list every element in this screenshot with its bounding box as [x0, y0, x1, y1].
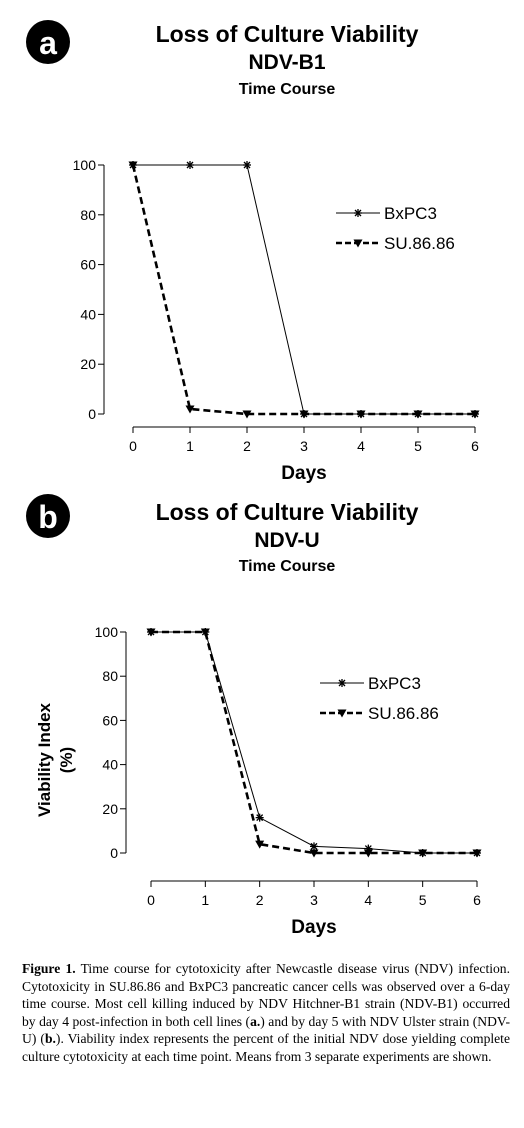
y-tick-label-20: 20 — [80, 356, 96, 372]
legend-marker-bxpc3-d2 — [338, 679, 346, 687]
caption-ref-b: b. — [44, 1031, 56, 1047]
figure-canvas: a Loss of Culture Viability NDV-B1 Time … — [26, 20, 482, 938]
panel-b-subtitle2: Time Course — [239, 558, 336, 575]
y-tick-label-80: 80 — [80, 207, 96, 223]
legend-marker-bxpc3 — [338, 679, 346, 687]
x-tick-label-4: 4 — [364, 892, 372, 908]
y-tick-label-0: 0 — [88, 406, 96, 422]
legend-label-su-86-86: SU.86.86 — [384, 234, 455, 253]
panel-a-badge — [26, 20, 70, 64]
x-tick-label-3: 3 — [310, 892, 318, 908]
x-tick-label-2: 2 — [243, 438, 251, 454]
point-su-86-86-day-5 — [413, 410, 423, 419]
panel-b-chart: 0 20 40 60 80 100 0 1 2 3 4 5 6 Days BxPC3 SU.86.86 — [95, 624, 482, 938]
point-su-86-86-day-2 — [255, 840, 265, 849]
panel-b-ylabel: Viability Index — [35, 702, 54, 817]
point-bxpc3-day-2 — [243, 161, 251, 169]
legend-marker-bxpc3-d2 — [354, 209, 362, 217]
y-tick-label-20: 20 — [102, 801, 118, 817]
y-tick-label-80: 80 — [102, 668, 118, 684]
x-tick-label-2: 2 — [256, 892, 264, 908]
legend-marker-bxpc3 — [354, 209, 362, 217]
legend-label-bxpc3: BxPC3 — [368, 674, 421, 693]
x-tick-label-6: 6 — [471, 438, 479, 454]
legend-label-su-86-86: SU.86.86 — [368, 704, 439, 723]
panel-a-chart: 0 20 40 60 80 100 0 1 2 3 4 5 6 Days BxPC3 SU.86.86 — [73, 157, 480, 484]
x-tick-label-5: 5 — [414, 438, 422, 454]
panel-b-letter: b — [38, 499, 58, 535]
x-tick-label-0: 0 — [147, 892, 155, 908]
panel-a-letter: a — [39, 25, 57, 61]
figure-caption: Figure 1. Time course for cytotoxicity a… — [22, 960, 510, 1066]
x-tick-label-4: 4 — [357, 438, 365, 454]
y-tick-label-40: 40 — [80, 306, 96, 322]
point-bxpc3-day-2-d2 — [243, 161, 251, 169]
series-line-bxpc3 — [151, 631, 477, 854]
point-su-86-86-day-1 — [185, 405, 195, 414]
x-tick-label-0: 0 — [129, 438, 137, 454]
panel-a-title: Loss of Culture Viability — [156, 21, 419, 47]
y-tick-label-40: 40 — [102, 757, 118, 773]
point-bxpc3-day-3 — [310, 842, 318, 851]
panel-a-subtitle: NDV-B1 — [248, 51, 325, 74]
caption-label: Figure 1. — [22, 961, 76, 976]
legend-marker-su-86-86 — [337, 709, 347, 718]
x-axis-label: Days — [281, 463, 326, 484]
point-su-86-86-day-1 — [200, 628, 210, 637]
caption-text: Time course for cytotoxicity after Newca… — [22, 961, 510, 1029]
panel-a-header: a Loss of Culture Viability NDV-B1 Time … — [26, 20, 419, 98]
point-bxpc3-day-3-d2 — [310, 842, 318, 850]
y-tick-label-0: 0 — [110, 845, 118, 861]
x-tick-label-5: 5 — [419, 892, 427, 908]
point-bxpc3-day-2-d2 — [256, 814, 264, 822]
x-tick-label-1: 1 — [201, 892, 209, 908]
point-su-86-86-day-6 — [470, 410, 480, 419]
point-su-86-86-day-0 — [146, 628, 156, 637]
point-bxpc3-day-1-d2 — [186, 161, 194, 169]
x-axis-label: Days — [291, 917, 336, 938]
series-line-su-86-86 — [131, 164, 475, 416]
point-su-86-86-day-3 — [309, 849, 319, 858]
point-su-86-86-day-5 — [418, 849, 428, 858]
y-tick-label-100: 100 — [95, 624, 119, 640]
x-tick-label-1: 1 — [186, 438, 194, 454]
panel-b-title: Loss of Culture Viability — [156, 499, 419, 525]
point-su-86-86-day-4 — [363, 849, 373, 858]
caption-ref-a: a. — [250, 1013, 261, 1029]
legend-marker-su-86-86 — [353, 239, 363, 248]
panel-b-subtitle: NDV-U — [254, 529, 319, 552]
y-tick-label-100: 100 — [73, 157, 97, 173]
caption-text-3: ). Viability index represents the percen… — [22, 1031, 510, 1064]
panel-a-subtitle2: Time Course — [239, 81, 336, 98]
y-tick-label-60: 60 — [102, 712, 118, 728]
x-tick-label-6: 6 — [473, 892, 481, 908]
series-line-bxpc3 — [133, 164, 475, 415]
point-bxpc3-day-1 — [186, 161, 194, 169]
panel-b-badge — [26, 494, 70, 538]
point-su-86-86-day-0 — [128, 161, 138, 170]
series-line-su-86-86 — [151, 630, 477, 855]
panel-b-ylabel-unit: (%) — [57, 747, 76, 773]
panel-b-header: b Loss of Culture Viability NDV-U Time C… — [26, 494, 419, 817]
point-su-86-86-day-4 — [356, 410, 366, 419]
caption-text-2: ) and by day 5 with NDV Ulster strain (N… — [22, 1013, 510, 1047]
point-su-86-86-day-2 — [242, 410, 252, 419]
legend-label-bxpc3: BxPC3 — [384, 204, 437, 223]
point-su-86-86-day-6 — [472, 849, 482, 858]
x-tick-label-3: 3 — [300, 438, 308, 454]
point-bxpc3-day-2 — [255, 813, 264, 822]
y-tick-label-60: 60 — [80, 257, 96, 273]
point-su-86-86-day-3 — [299, 410, 309, 419]
